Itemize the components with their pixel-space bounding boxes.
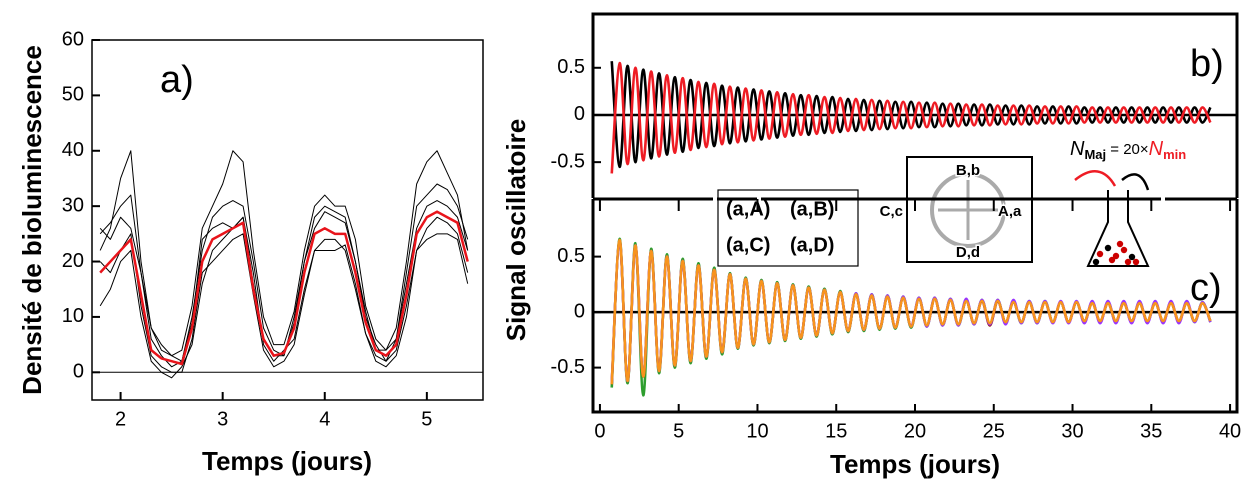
legend-entry: (a,A) — [726, 198, 770, 220]
x-tick-label: 30 — [1061, 420, 1083, 442]
series-line — [99, 210, 469, 366]
y-tick-label: 60 — [62, 28, 84, 50]
series-line — [99, 233, 469, 373]
flask-dot — [1112, 252, 1120, 260]
series-line — [99, 150, 469, 357]
flask-dot — [1120, 246, 1128, 254]
x-tick-label: 40 — [1219, 420, 1241, 442]
formula-n: N — [1149, 138, 1164, 160]
diagram-circle — [930, 172, 1006, 248]
frame — [591, 199, 1239, 414]
y-tick-label: 0.5 — [557, 245, 585, 267]
x-tick-label: 4 — [319, 408, 330, 430]
panel-label: b) — [1190, 43, 1224, 85]
x-tick-label: 5 — [421, 408, 432, 430]
legend-box — [717, 189, 859, 267]
x-tick-label: 5 — [673, 420, 684, 442]
y-tick-label: 0 — [73, 361, 84, 383]
x-tick-label: 35 — [1140, 420, 1162, 442]
x-tick-label: 25 — [983, 420, 1005, 442]
y-tick-label: 40 — [62, 139, 84, 161]
formula-op: = 20× — [1106, 141, 1149, 158]
frame — [591, 12, 1239, 198]
x-tick-label: 10 — [746, 420, 768, 442]
flask-dot — [1128, 253, 1136, 261]
x-tick-label: 20 — [904, 420, 926, 442]
legend-entry: (a,D) — [790, 234, 834, 256]
flask-dot — [1096, 250, 1104, 258]
x-axis-label: Temps (jours) — [202, 446, 372, 476]
flask-dot — [1124, 258, 1132, 266]
plot-area — [593, 237, 1237, 397]
panel-label: a) — [160, 59, 194, 101]
x-tick-label: 15 — [825, 420, 847, 442]
y-tick-label: 30 — [62, 194, 84, 216]
frame — [91, 39, 484, 401]
y-axis-label: Signal oscillatoire — [501, 119, 531, 342]
formula-sub: Maj — [1084, 147, 1106, 162]
series-line — [99, 200, 469, 362]
y-tick-label: -0.5 — [551, 150, 585, 172]
y-tick-label: 0 — [574, 300, 585, 322]
flask-dot — [1132, 258, 1140, 266]
arrow-red — [1074, 170, 1117, 187]
y-axis-label: Densité de bioluminescence — [17, 45, 47, 395]
y-tick-label: 0.5 — [557, 56, 585, 78]
y-tick-label: 20 — [62, 250, 84, 272]
diagram-label: C,c — [880, 203, 903, 220]
y-tick-label: 50 — [62, 84, 84, 106]
diagram-label: B,b — [956, 162, 980, 179]
series-line — [610, 61, 1212, 174]
y-tick-label: -0.5 — [551, 356, 585, 378]
formula: NMaj = 20×Nmin — [1070, 138, 1186, 162]
x-tick-label: 2 — [115, 408, 126, 430]
x-tick-label: 0 — [594, 420, 605, 442]
legend-entry: (a,B) — [790, 198, 834, 220]
flask-dot — [1104, 244, 1112, 252]
flask — [1086, 190, 1150, 267]
y-tick-label: 10 — [62, 305, 84, 327]
plot-area — [92, 150, 483, 379]
plot-area — [593, 61, 1237, 174]
diagram-label: A,a — [998, 203, 1022, 220]
panel-label: c) — [1190, 267, 1222, 309]
flask-dot — [1116, 240, 1124, 248]
formula-n: N — [1070, 138, 1085, 160]
legend-entry: (a,C) — [726, 234, 770, 256]
x-tick-label: 3 — [217, 408, 228, 430]
y-tick-label: 0 — [574, 103, 585, 125]
arrow-black — [1121, 173, 1150, 191]
series-line — [610, 238, 1212, 385]
flask-dot — [1108, 256, 1116, 264]
diagram-label: D,d — [956, 244, 980, 261]
x-axis-label: Temps (jours) — [830, 449, 1000, 479]
series-line — [610, 61, 1212, 169]
flask-dot — [1092, 258, 1100, 266]
formula-sub: min — [1163, 147, 1186, 162]
